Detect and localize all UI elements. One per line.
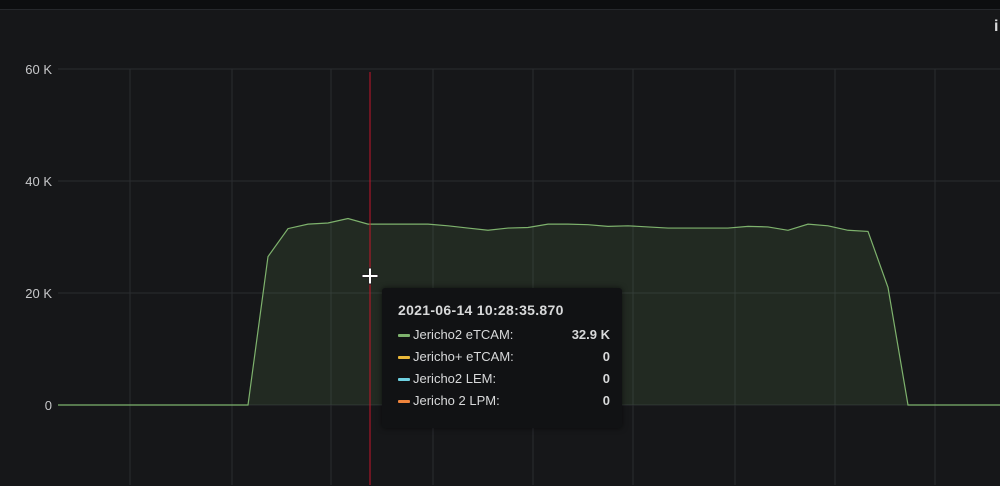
y-tick-label: 40 K (25, 174, 52, 189)
tooltip-row: Jericho 2 LPM: 0 (398, 392, 610, 412)
tooltip-series-value: 0 (603, 349, 610, 364)
tooltip-series-value: 0 (603, 393, 610, 408)
tooltip-series-name: Jericho2 LEM: (413, 371, 496, 386)
tooltip-row: Jericho2 LEM: 0 (398, 370, 610, 390)
tooltip-series-name: Jericho+ eTCAM: (413, 349, 514, 364)
y-tick-label: 20 K (25, 286, 52, 301)
y-tick-label: 60 K (25, 62, 52, 77)
tooltip-row: Jericho+ eTCAM: 0 (398, 348, 610, 368)
tooltip-row: Jericho2 eTCAM: 32.9 K (398, 326, 610, 346)
tooltip: 2021-06-14 10:28:35.870 Jericho2 eTCAM: 3… (382, 288, 622, 428)
series-color-swatch (398, 356, 410, 359)
y-tick-label: 0 (45, 398, 52, 413)
tooltip-series-name: Jericho2 eTCAM: (413, 327, 513, 342)
series-color-swatch (398, 400, 410, 403)
y-axis: 0 20 K 40 K 60 K (25, 62, 52, 413)
tooltip-series-value: 32.9 K (572, 327, 610, 342)
tooltip-series-name: Jericho 2 LPM: (413, 393, 500, 408)
tooltip-series-value: 0 (603, 371, 610, 386)
tooltip-time: 2021-06-14 10:28:35.870 (398, 302, 564, 318)
series-color-swatch (398, 334, 410, 337)
series-color-swatch (398, 378, 410, 381)
